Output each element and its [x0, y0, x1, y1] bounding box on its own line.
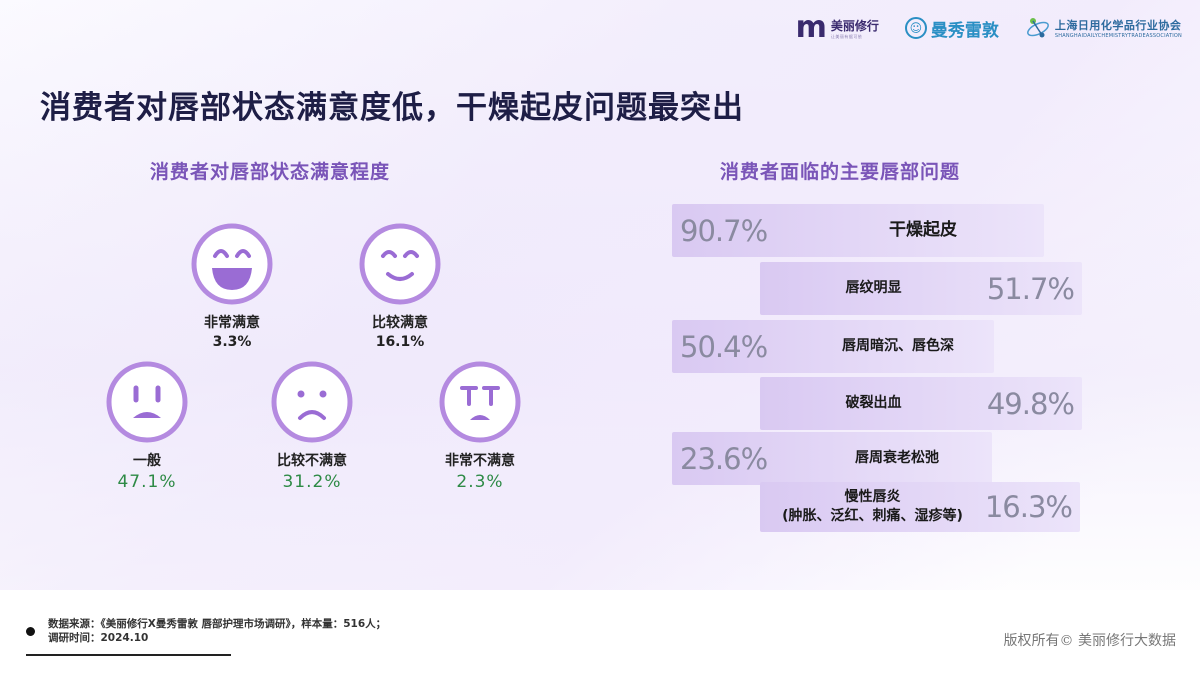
copyright: 版权所有© 美丽修行大数据 [1003, 633, 1176, 649]
meili-logo: m 美丽修行 让美丽有据可依 [796, 13, 879, 43]
problem-bar [760, 482, 1080, 532]
survey-time: 调研时间：2024.10 [48, 632, 149, 645]
problem-label: 破裂出血 [845, 395, 902, 412]
crying-face-icon [439, 361, 521, 443]
problem-label: 唇周衰老松弛 [855, 450, 939, 467]
face-item-dissatisfied: 比较不满意 31.2% [242, 360, 382, 492]
face-value: 31.2% [282, 472, 342, 492]
association-molecule-icon [1026, 18, 1049, 38]
source-underline [26, 654, 231, 656]
source-text: 数据来源：《美丽修行X曼秀雷敦 唇部护理市场调研》，样本量：516人； [48, 618, 387, 630]
data-source: 数据来源：《美丽修行X曼秀雷敦 唇部护理市场调研》，样本量：516人； 调研时间… [48, 617, 386, 645]
problem-bar [672, 320, 994, 373]
problem-value: 90.7% [680, 213, 768, 248]
face-item-very-dissatisfied: 非常不满意 2.3% [410, 360, 550, 492]
sad-face-icon [106, 361, 188, 443]
face-value: 3.3% [212, 334, 252, 350]
mentholatum-logo-name: 曼秀雷敦 [930, 20, 999, 41]
problem-bar-row: 49.8% 破裂出血 [760, 377, 1082, 430]
face-item-neutral: 一般 47.1% [77, 360, 217, 492]
problem-bar-row: 90.7% 干燥起皮 [672, 204, 1044, 257]
problem-label: 慢性唇炎 (肿胀、泛红、刺痛、湿疹等) [782, 489, 963, 524]
satisfaction-subtitle: 消费者对唇部状态满意程度 [150, 161, 391, 183]
problem-bar [672, 204, 1044, 257]
meili-logo-mark: m [795, 10, 827, 45]
face-label: 比较不满意 [277, 453, 347, 469]
meili-logo-name: 美丽修行 [830, 18, 879, 33]
problem-bar-row: 23.6% 唇周衰老松弛 [672, 432, 992, 485]
problem-label: 唇纹明显 [845, 280, 902, 297]
association-logo-name: 上海日用化学品行业协会 [1054, 19, 1182, 32]
face-label: 非常满意 [204, 315, 260, 331]
association-logo-sub: SHANGHAIDAILYCHEMISTRYTRADEASSOCIATION [1054, 33, 1182, 39]
problem-label: 干燥起皮 [889, 220, 957, 241]
problem-value: 16.3% [984, 490, 1073, 524]
face-label: 非常不满意 [445, 453, 515, 469]
problem-label: 唇周暗沉、唇色深 [842, 338, 954, 355]
meili-logo-sub: 让美丽有据可依 [830, 33, 863, 39]
source-bullet-icon [26, 627, 35, 636]
face-value: 47.1% [117, 472, 177, 492]
page-title: 消费者对唇部状态满意度低，干燥起皮问题最突出 [40, 90, 744, 126]
face-value: 16.1% [375, 334, 425, 350]
frowning-face-icon [271, 361, 353, 443]
mentholatum-face-icon: ☺ [904, 17, 927, 39]
problem-value: 49.8% [986, 386, 1075, 421]
very-happy-face-icon [191, 223, 273, 305]
face-item-satisfied: 比较满意 16.1% [330, 222, 470, 350]
face-item-very-satisfied: 非常满意 3.3% [162, 222, 302, 350]
face-label: 一般 [133, 453, 161, 469]
footer-band [0, 590, 1200, 675]
problem-value: 51.7% [986, 271, 1075, 306]
problems-subtitle: 消费者面临的主要唇部问题 [720, 161, 961, 183]
face-label: 比较满意 [372, 315, 428, 331]
problem-value: 50.4% [680, 329, 768, 364]
problem-bar-row: 50.4% 唇周暗沉、唇色深 [672, 320, 994, 373]
problem-bar-row: 16.3% 慢性唇炎 (肿胀、泛红、刺痛、湿疹等) [760, 482, 1080, 532]
face-value: 2.3% [456, 472, 504, 492]
problem-bar [760, 262, 1082, 315]
problem-value: 23.6% [680, 441, 768, 476]
smiling-face-icon [359, 223, 441, 305]
problem-bar [672, 432, 992, 485]
association-logo: 上海日用化学品行业协会 SHANGHAIDAILYCHEMISTRYTRADEA… [1025, 13, 1182, 43]
logo-row: m 美丽修行 让美丽有据可依 ☺ 曼秀雷敦 上海日用化学品行业协会 SHANGH… [796, 8, 1182, 48]
mentholatum-logo: ☺ 曼秀雷敦 [904, 16, 999, 41]
problem-bar-row: 51.7% 唇纹明显 [760, 262, 1082, 315]
problem-bar [760, 377, 1082, 430]
